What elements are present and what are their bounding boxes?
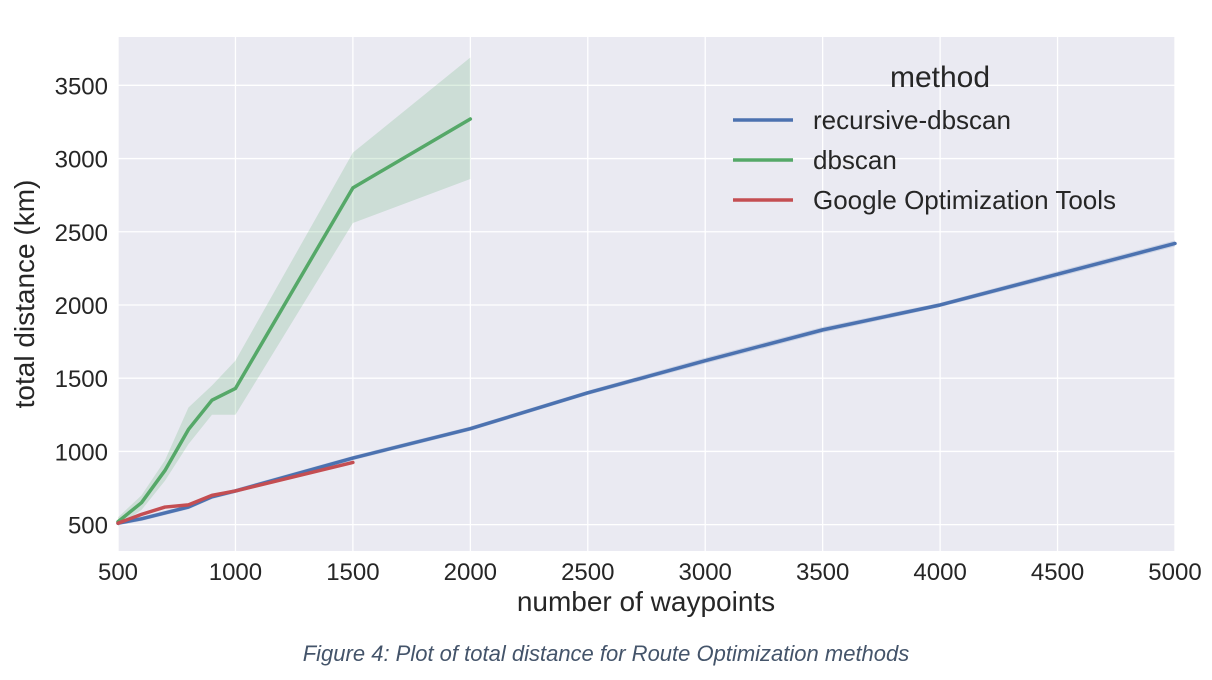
x-tick-label: 500 [98, 559, 138, 586]
y-tick-label: 500 [68, 513, 108, 540]
google-optimization-tools-line [116, 460, 355, 525]
y-tick-label: 1000 [55, 439, 108, 466]
chart: 500 1000 1500 2000 2500 3000 3500 4000 4500 5000 … [9, 37, 1202, 617]
dbscan-line [116, 117, 473, 524]
y-tick-label: 3000 [55, 147, 108, 174]
y-axis-ticks: 500 1000 1500 2000 2500 3000 3500 [55, 73, 108, 539]
x-tick-label: 3000 [679, 559, 732, 586]
y-tick-label: 1500 [55, 366, 108, 393]
x-axis-label: number of waypoints [517, 586, 775, 617]
recursive-dbscan-line [116, 241, 1177, 525]
legend-entry: dbscan [813, 145, 897, 175]
y-axis-label: total distance (km) [9, 180, 40, 409]
legend-entry: recursive-dbscan [813, 105, 1011, 135]
legend: method recursive-dbscan dbscan Google Opti… [733, 61, 1116, 215]
x-tick-label: 1500 [326, 559, 379, 586]
x-tick-label: 5000 [1148, 559, 1201, 586]
x-tick-label: 2000 [444, 559, 497, 586]
series-lines [116, 117, 1177, 525]
figure-caption: Figure 4: Plot of total distance for Rou… [302, 641, 910, 666]
x-tick-label: 1000 [209, 559, 262, 586]
x-tick-label: 2500 [561, 559, 614, 586]
x-tick-label: 4500 [1031, 559, 1084, 586]
plot-area [118, 37, 1175, 551]
legend-title: method [890, 61, 990, 94]
y-tick-label: 2500 [55, 220, 108, 247]
gridlines [117, 37, 1176, 551]
x-tick-label: 3500 [796, 559, 849, 586]
x-tick-label: 4000 [913, 559, 966, 586]
legend-entry: Google Optimization Tools [813, 185, 1116, 215]
y-tick-label: 2000 [55, 293, 108, 320]
y-tick-label: 3500 [55, 73, 108, 100]
x-axis-ticks: 500 1000 1500 2000 2500 3000 3500 4000 4500 5000 [98, 559, 1202, 586]
